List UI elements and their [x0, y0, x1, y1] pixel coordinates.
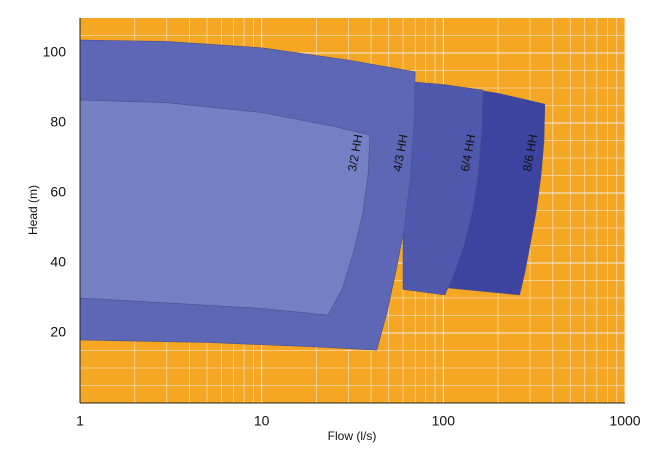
- region-label: 8/6 HH: [520, 133, 540, 172]
- y-axis-label: Head (m): [26, 185, 40, 235]
- x-tick-label: 1000: [609, 413, 640, 429]
- y-tick-label: 80: [50, 114, 66, 130]
- region: [79, 99, 371, 316]
- region-label: 3/2 HH: [345, 133, 365, 172]
- y-tick-label: 100: [43, 44, 67, 60]
- region-label: 4/3 HH: [390, 133, 410, 172]
- x-tick-label: 10: [254, 413, 270, 429]
- x-axis-label: Flow (l/s): [328, 429, 377, 443]
- y-tick-label: 60: [50, 184, 66, 200]
- region-label: 6/4 HH: [458, 133, 478, 172]
- y-tick-label: 20: [50, 324, 66, 340]
- y-tick-label: 40: [50, 254, 66, 270]
- region: [402, 80, 484, 296]
- x-tick-label: 100: [432, 413, 456, 429]
- x-tick-label: 1: [76, 413, 84, 429]
